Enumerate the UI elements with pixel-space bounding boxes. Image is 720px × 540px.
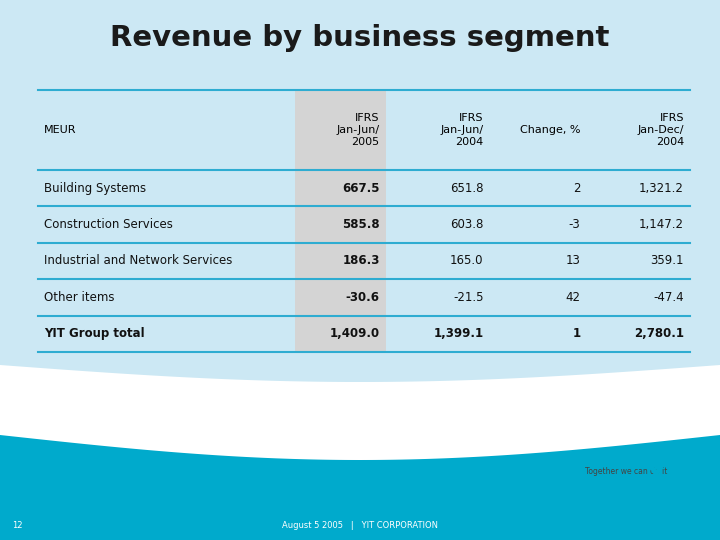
Bar	[295, 279, 386, 315]
Bar	[490, 243, 586, 279]
Bar	[490, 279, 586, 315]
Bar	[386, 170, 490, 206]
Bar	[0, 512, 720, 540]
Text: 12: 12	[12, 522, 22, 530]
Bar	[386, 206, 490, 243]
Bar	[490, 90, 586, 170]
Bar	[38, 206, 295, 243]
Text: 2: 2	[573, 181, 580, 195]
Text: 186.3: 186.3	[342, 254, 379, 267]
Bar	[386, 279, 490, 315]
Text: 585.8: 585.8	[342, 218, 379, 231]
Bar	[586, 90, 690, 170]
Text: 2,780.1: 2,780.1	[634, 327, 684, 340]
Bar	[38, 243, 295, 279]
Text: Industrial and Network Services: Industrial and Network Services	[44, 254, 233, 267]
Bar	[490, 206, 586, 243]
Bar	[586, 279, 690, 315]
Polygon shape	[0, 435, 720, 540]
Bar	[295, 170, 386, 206]
Bar	[490, 170, 586, 206]
Bar	[586, 315, 690, 352]
Text: 13: 13	[565, 254, 580, 267]
Bar	[295, 243, 386, 279]
Text: Construction Services: Construction Services	[44, 218, 173, 231]
Text: 42: 42	[565, 291, 580, 304]
Text: Change, %: Change, %	[520, 125, 580, 135]
Bar	[386, 90, 490, 170]
Bar	[38, 90, 295, 170]
Bar	[38, 279, 295, 315]
Text: Building Systems: Building Systems	[44, 181, 146, 195]
Bar	[295, 90, 386, 170]
Text: -30.6: -30.6	[346, 291, 379, 304]
Text: 603.8: 603.8	[450, 218, 483, 231]
Bar	[586, 243, 690, 279]
Text: -47.4: -47.4	[653, 291, 684, 304]
Text: Together we can do it: Together we can do it	[585, 468, 667, 476]
Text: -3: -3	[569, 218, 580, 231]
Text: YIT: YIT	[645, 461, 694, 489]
Text: MEUR: MEUR	[44, 125, 76, 135]
Text: August 5 2005   |   YIT CORPORATION: August 5 2005 | YIT CORPORATION	[282, 522, 438, 530]
Text: 359.1: 359.1	[650, 254, 684, 267]
Text: YIT Group total: YIT Group total	[44, 327, 145, 340]
Text: Revenue by business segment: Revenue by business segment	[110, 24, 610, 52]
Bar	[586, 170, 690, 206]
Text: 651.8: 651.8	[450, 181, 483, 195]
Text: 1,147.2: 1,147.2	[639, 218, 684, 231]
Text: Other items: Other items	[44, 291, 114, 304]
Text: 1,321.2: 1,321.2	[639, 181, 684, 195]
Text: 1,409.0: 1,409.0	[330, 327, 379, 340]
Bar	[490, 315, 586, 352]
Text: -21.5: -21.5	[453, 291, 483, 304]
Bar	[295, 315, 386, 352]
Bar	[38, 315, 295, 352]
Bar	[38, 170, 295, 206]
Text: IFRS
Jan-Jun/
2004: IFRS Jan-Jun/ 2004	[440, 113, 483, 146]
Bar	[586, 206, 690, 243]
Text: IFRS
Jan-Jun/
2005: IFRS Jan-Jun/ 2005	[337, 113, 379, 146]
Text: 1,399.1: 1,399.1	[433, 327, 483, 340]
Text: 667.5: 667.5	[342, 181, 379, 195]
Bar	[295, 206, 386, 243]
Bar	[386, 243, 490, 279]
Text: IFRS
Jan-Dec/
2004: IFRS Jan-Dec/ 2004	[637, 113, 684, 146]
Text: 1: 1	[572, 327, 580, 340]
Bar	[386, 315, 490, 352]
Text: 165.0: 165.0	[450, 254, 483, 267]
Polygon shape	[0, 365, 720, 540]
